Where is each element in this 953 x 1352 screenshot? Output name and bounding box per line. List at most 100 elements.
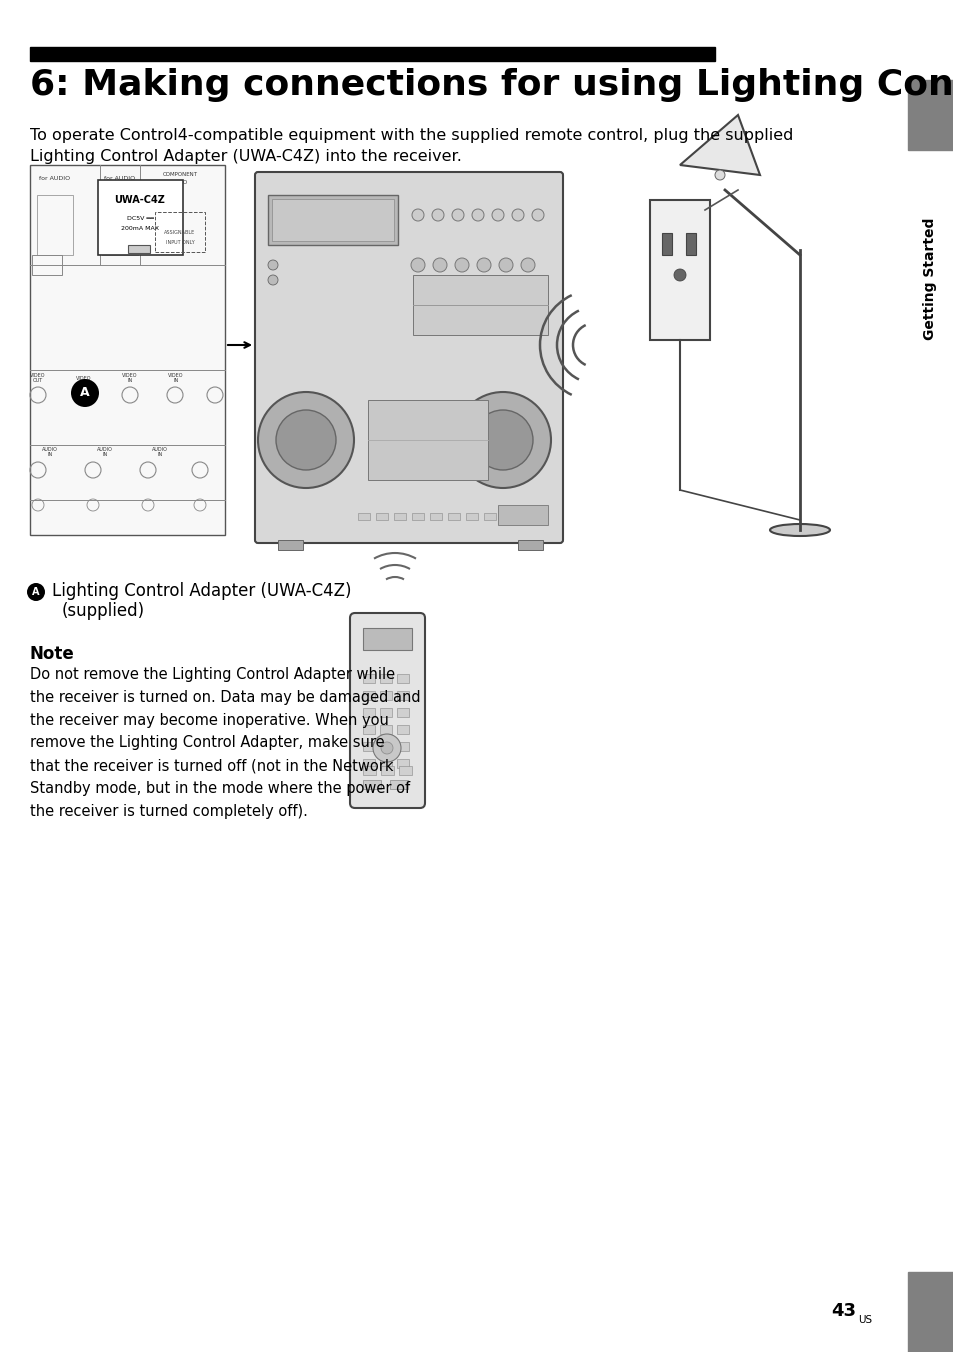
Bar xyxy=(379,691,392,700)
Text: VIDEO: VIDEO xyxy=(76,376,91,380)
Text: 200mA MAX: 200mA MAX xyxy=(121,226,159,230)
Text: To operate Control4-compatible equipment with the supplied remote control, plug : To operate Control4-compatible equipment… xyxy=(30,128,793,164)
Text: COMPONENT: COMPONENT xyxy=(162,173,197,177)
Bar xyxy=(379,725,392,734)
Text: AUDIO
IN: AUDIO IN xyxy=(152,446,168,457)
Bar xyxy=(363,675,375,683)
Bar xyxy=(363,758,375,768)
Bar xyxy=(685,233,696,256)
Bar xyxy=(379,758,392,768)
Text: A: A xyxy=(32,587,40,598)
Text: Getting Started: Getting Started xyxy=(923,218,936,339)
Bar xyxy=(379,742,392,750)
Circle shape xyxy=(714,170,724,180)
Polygon shape xyxy=(679,115,760,174)
Bar xyxy=(412,512,423,521)
Circle shape xyxy=(432,210,443,220)
Circle shape xyxy=(512,210,523,220)
Circle shape xyxy=(257,392,354,488)
Bar xyxy=(363,767,375,775)
Bar xyxy=(363,627,412,650)
Bar xyxy=(379,675,392,683)
Bar xyxy=(154,212,205,251)
Text: UWA-C4Z: UWA-C4Z xyxy=(114,195,165,206)
Text: VIDEO
OUT: VIDEO OUT xyxy=(30,373,46,384)
Bar xyxy=(379,708,392,717)
Bar xyxy=(396,708,409,717)
FancyBboxPatch shape xyxy=(350,612,424,808)
Text: INPUT ONLY: INPUT ONLY xyxy=(166,239,194,245)
Text: Do not remove the Lighting Control Adapter while
the receiver is turned on. Data: Do not remove the Lighting Control Adapt… xyxy=(30,667,420,819)
Bar xyxy=(30,165,225,535)
Text: Lighting Control Adapter (UWA-C4Z): Lighting Control Adapter (UWA-C4Z) xyxy=(52,581,351,600)
Bar xyxy=(465,512,477,521)
Text: DC5V ══: DC5V ══ xyxy=(127,215,153,220)
Bar xyxy=(907,1272,953,1352)
Bar xyxy=(398,767,412,775)
Bar xyxy=(277,539,303,550)
Text: Note: Note xyxy=(30,645,74,662)
Bar xyxy=(363,780,380,790)
Bar xyxy=(363,725,375,734)
Circle shape xyxy=(27,583,45,602)
Bar xyxy=(430,512,441,521)
Bar xyxy=(30,47,714,61)
Circle shape xyxy=(532,210,543,220)
Bar xyxy=(390,780,408,790)
Circle shape xyxy=(268,274,277,285)
Bar xyxy=(649,200,709,339)
Circle shape xyxy=(71,379,99,407)
Bar xyxy=(32,256,62,274)
Text: for AUDIO: for AUDIO xyxy=(104,176,135,181)
Circle shape xyxy=(673,269,685,281)
Bar xyxy=(413,274,547,335)
Circle shape xyxy=(498,258,513,272)
Bar xyxy=(363,691,375,700)
Text: AUDIO
IN: AUDIO IN xyxy=(42,446,58,457)
Circle shape xyxy=(268,260,277,270)
Bar xyxy=(483,512,496,521)
Bar xyxy=(448,512,459,521)
Bar xyxy=(268,195,397,245)
Text: 6: Making connections for using Lighting Control: 6: Making connections for using Lighting… xyxy=(30,68,953,101)
Circle shape xyxy=(492,210,503,220)
Text: AUDIO
IN: AUDIO IN xyxy=(97,446,112,457)
Bar xyxy=(368,400,488,480)
Circle shape xyxy=(411,258,424,272)
Bar xyxy=(907,80,953,150)
Bar xyxy=(37,195,73,256)
Circle shape xyxy=(373,734,400,763)
Text: VIDEO
IN: VIDEO IN xyxy=(168,373,184,384)
Circle shape xyxy=(472,210,483,220)
Bar xyxy=(396,691,409,700)
Bar xyxy=(497,506,547,525)
Bar xyxy=(396,675,409,683)
Bar xyxy=(396,725,409,734)
Text: VIDEO: VIDEO xyxy=(172,181,189,185)
Text: (supplied): (supplied) xyxy=(62,602,145,621)
Bar xyxy=(380,767,394,775)
Bar xyxy=(363,742,375,750)
Text: for AUDIO: for AUDIO xyxy=(39,176,71,181)
Circle shape xyxy=(520,258,535,272)
FancyBboxPatch shape xyxy=(254,172,562,544)
Circle shape xyxy=(473,410,533,470)
Circle shape xyxy=(412,210,423,220)
Circle shape xyxy=(455,392,551,488)
Text: VIDEO
IN: VIDEO IN xyxy=(122,373,137,384)
Bar xyxy=(661,233,671,256)
Circle shape xyxy=(433,258,447,272)
Circle shape xyxy=(452,210,463,220)
Bar xyxy=(517,539,542,550)
Bar xyxy=(272,199,394,241)
Circle shape xyxy=(275,410,335,470)
Bar xyxy=(396,742,409,750)
Text: US: US xyxy=(857,1315,871,1325)
Bar xyxy=(375,512,388,521)
Circle shape xyxy=(476,258,491,272)
Bar xyxy=(357,512,370,521)
Bar xyxy=(98,180,183,256)
Text: 43: 43 xyxy=(830,1302,855,1320)
Bar xyxy=(128,245,150,253)
Bar xyxy=(396,758,409,768)
